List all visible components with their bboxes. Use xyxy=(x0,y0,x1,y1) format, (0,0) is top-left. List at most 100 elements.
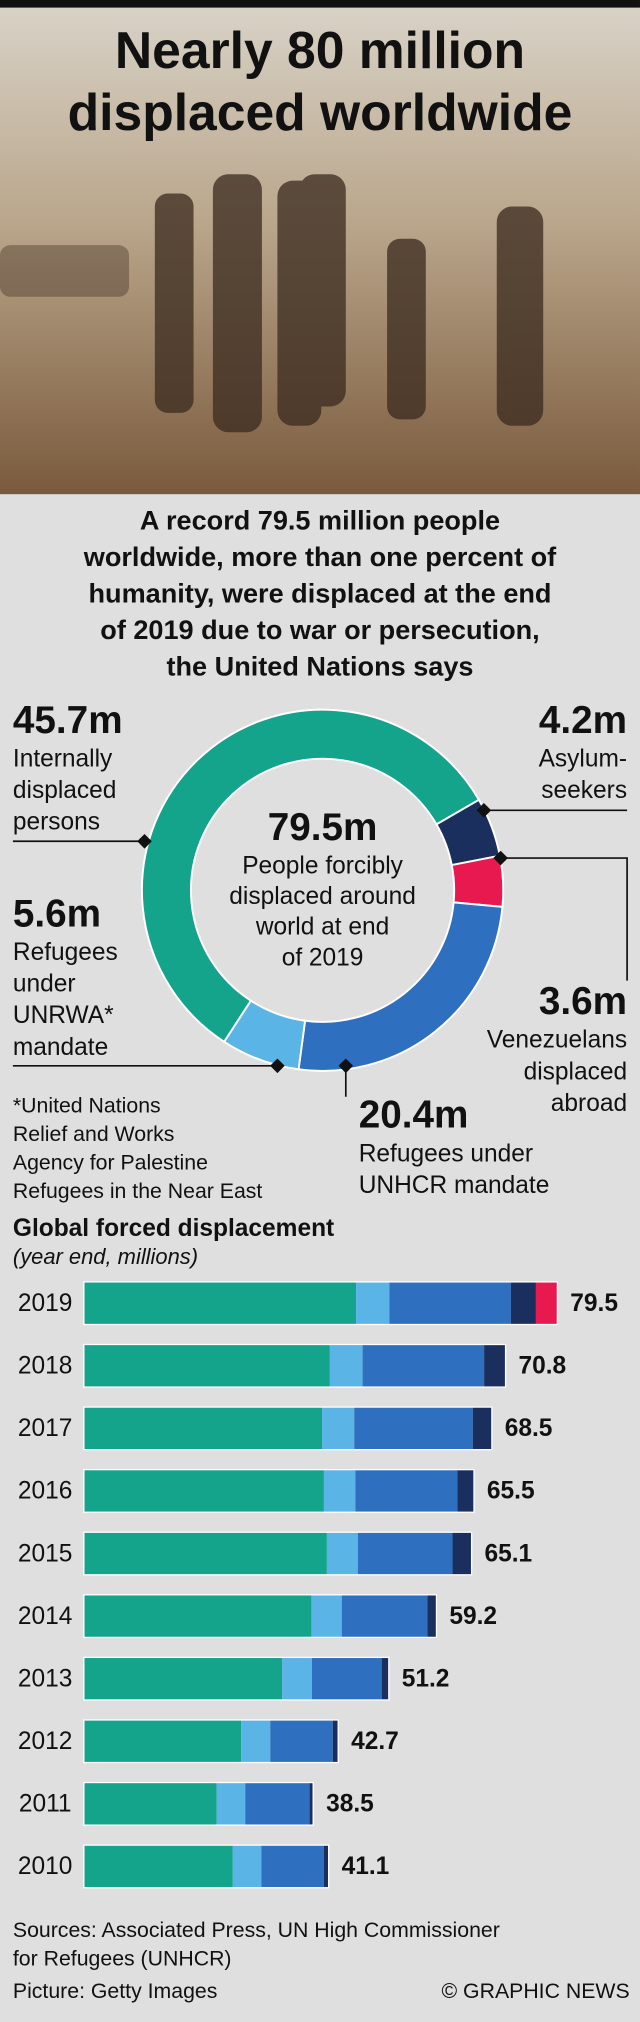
bar-segment xyxy=(355,1469,458,1513)
donut-center-text: displaced around xyxy=(229,883,416,910)
bar-total: 41.1 xyxy=(342,1853,390,1880)
intro-text: worldwide, more than one percent of xyxy=(83,541,557,572)
bar-segment xyxy=(83,1845,233,1888)
bar-segment xyxy=(457,1469,474,1513)
bar-segment xyxy=(83,1281,357,1325)
bar-segment xyxy=(329,1344,363,1388)
donut-segment xyxy=(450,854,505,908)
footnote: Agency for Palestine xyxy=(13,1150,208,1174)
footnote: *United Nations xyxy=(13,1094,161,1118)
intro-text: of 2019 due to war or persecution, xyxy=(100,614,539,645)
donut-category-label: Asylum- xyxy=(539,745,627,772)
bar-segment xyxy=(311,1594,342,1638)
photo-figures xyxy=(0,174,544,433)
bar-segment xyxy=(510,1281,536,1325)
title: displaced worldwide xyxy=(68,83,573,141)
bar-segment xyxy=(270,1719,333,1763)
bar-outline xyxy=(83,1781,314,1826)
donut-value-label: 45.7m xyxy=(13,699,123,742)
bar-segment xyxy=(452,1532,472,1575)
bar-total: 70.8 xyxy=(518,1353,566,1380)
credit: © GRAPHIC NEWS xyxy=(441,1979,629,2003)
donut-category-label: Venezuelans xyxy=(487,1027,627,1054)
bar-chart-title: Global forced displacement xyxy=(13,1215,334,1242)
donut-category-label: persons xyxy=(13,809,100,836)
donut-total: 79.5m xyxy=(268,806,378,849)
bar-chart-subtitle: (year end, millions) xyxy=(13,1244,198,1269)
bar-segment xyxy=(83,1657,283,1700)
bar-segment xyxy=(83,1594,312,1638)
bar-segment xyxy=(332,1719,339,1763)
bar-segment xyxy=(232,1845,262,1888)
donut-center-text: world at end xyxy=(255,914,389,941)
donut-value-label: 20.4m xyxy=(359,1094,469,1137)
bar-outline xyxy=(83,1281,559,1326)
bar-segment xyxy=(83,1469,324,1513)
bar-segment xyxy=(356,1281,390,1325)
donut-category-label: abroad xyxy=(551,1090,627,1117)
footnote: Relief and Works xyxy=(13,1122,175,1146)
bar-outline xyxy=(83,1531,473,1576)
bar-total: 42.7 xyxy=(351,1728,399,1755)
bar-total: 51.2 xyxy=(402,1665,450,1692)
bar-segment xyxy=(83,1344,330,1388)
donut-category-label: Refugees xyxy=(13,939,118,966)
bar-segment xyxy=(261,1845,324,1888)
bar-segment xyxy=(389,1281,511,1325)
bar-segment xyxy=(354,1407,473,1450)
donut-center-text: of 2019 xyxy=(282,944,364,971)
bar-outline xyxy=(83,1656,390,1701)
bar-outline xyxy=(83,1594,438,1639)
donut-value-label: 5.6m xyxy=(13,892,101,935)
bar-segment xyxy=(322,1407,355,1450)
year-label: 2015 xyxy=(18,1540,73,1567)
donut-value-label: 3.6m xyxy=(539,980,627,1023)
year-label: 2019 xyxy=(18,1290,73,1317)
bar-outline xyxy=(83,1844,330,1889)
donut-category-label: UNHCR mandate xyxy=(359,1172,550,1199)
year-label: 2012 xyxy=(18,1728,73,1755)
bar-total: 65.1 xyxy=(485,1540,533,1567)
year-label: 2010 xyxy=(18,1853,73,1880)
bar-segment xyxy=(282,1657,312,1700)
bar-segment xyxy=(311,1657,382,1700)
intro-text: A record 79.5 million people xyxy=(140,505,500,536)
bar-segment xyxy=(83,1719,242,1763)
donut-category-label: displaced xyxy=(13,777,117,804)
intro-text: the United Nations says xyxy=(167,650,474,681)
leader-dot xyxy=(493,850,508,866)
bar-segment xyxy=(323,1845,329,1888)
bar-outline xyxy=(83,1469,475,1513)
bar-segment xyxy=(381,1657,389,1700)
donut-category-label: Internally xyxy=(13,745,113,772)
bar-segment xyxy=(357,1532,453,1575)
bar-segment xyxy=(535,1281,558,1325)
top-bar xyxy=(0,0,640,8)
title: Nearly 80 million xyxy=(115,21,525,79)
bar-segment xyxy=(472,1407,492,1450)
bar-segment xyxy=(362,1344,485,1388)
bar-segment xyxy=(326,1532,358,1575)
bar-segment xyxy=(323,1469,356,1513)
donut-value-label: 4.2m xyxy=(539,699,627,742)
bar-segment xyxy=(341,1594,428,1638)
bar-total: 38.5 xyxy=(326,1791,374,1818)
sources: Sources: Associated Press, UN High Commi… xyxy=(13,1918,500,1942)
bar-segment xyxy=(484,1344,506,1388)
bar-segment xyxy=(309,1782,314,1826)
donut-category-label: UNRWA* xyxy=(13,1002,114,1029)
donut-category-label: Refugees under xyxy=(359,1140,533,1167)
donut-category-label: mandate xyxy=(13,1034,108,1061)
bar-segment xyxy=(216,1782,246,1826)
year-label: 2017 xyxy=(18,1415,73,1442)
bar-segment xyxy=(427,1594,437,1638)
donut-center-text: People forcibly xyxy=(242,853,403,880)
leader-dot xyxy=(476,803,492,818)
bar-total: 79.5 xyxy=(570,1290,618,1317)
footnote: Refugees in the Near East xyxy=(13,1179,263,1203)
bar-segment xyxy=(83,1782,217,1826)
bar-outline xyxy=(83,1719,339,1764)
bar-segment xyxy=(245,1782,310,1826)
